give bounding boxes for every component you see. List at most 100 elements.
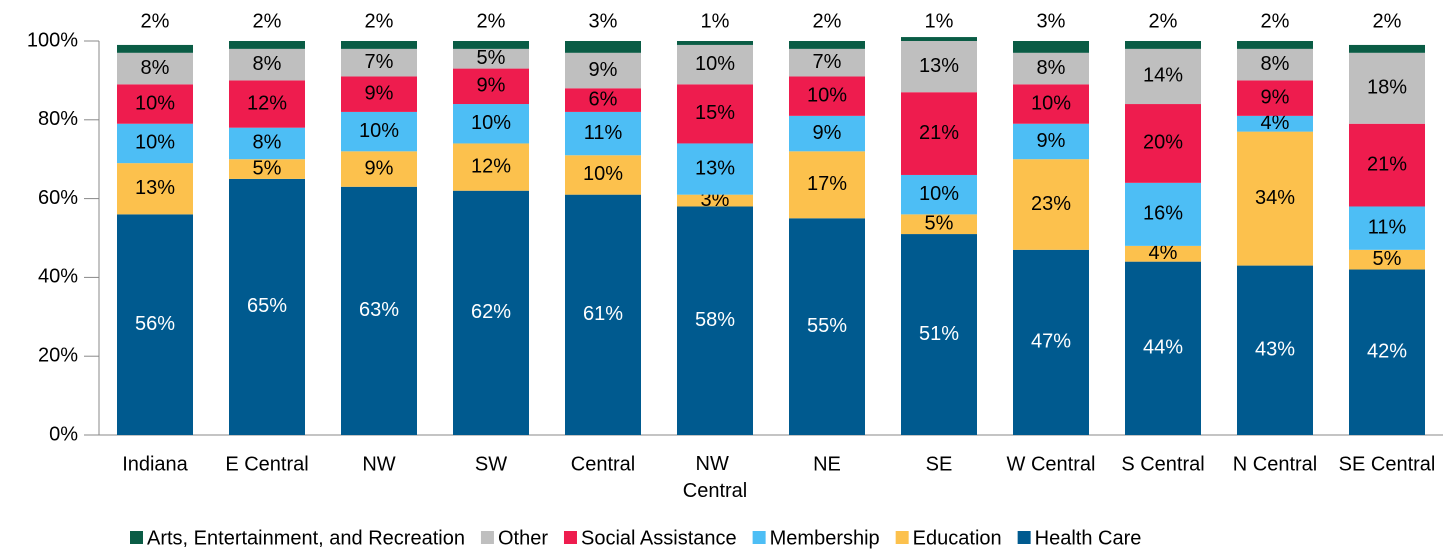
bar-segment: [901, 214, 977, 235]
bar-segment: [1013, 159, 1089, 250]
data-label: 17%: [807, 173, 847, 195]
bar-segment: [117, 52, 193, 85]
bar-segment: [117, 163, 193, 215]
data-label: 10%: [919, 183, 959, 205]
bar-segment: [453, 68, 529, 105]
legend-label: Membership: [770, 527, 880, 549]
x-tick-label: S Central: [1121, 453, 1204, 475]
bar-segment: [1237, 41, 1313, 49]
bar-segment: [1013, 123, 1089, 160]
data-label: 43%: [1255, 339, 1295, 361]
y-tick-label: 60%: [38, 187, 78, 209]
y-tick-label: 0%: [49, 423, 78, 445]
data-label: 55%: [807, 315, 847, 337]
bar-segment: [1237, 115, 1313, 132]
bar-segment: [1125, 245, 1201, 262]
legend-swatch: [895, 531, 909, 544]
data-label: 6%: [589, 88, 618, 110]
bar-segment: [1125, 182, 1201, 246]
bar-segment: [565, 111, 641, 156]
data-label: 2%: [1373, 10, 1402, 32]
bar-segment: [453, 104, 529, 144]
data-label: 8%: [141, 57, 170, 79]
bar-segment: [453, 48, 529, 69]
data-label: 51%: [919, 323, 959, 345]
data-label: 13%: [919, 55, 959, 77]
data-label: 5%: [1373, 248, 1402, 270]
data-label: 10%: [135, 92, 175, 114]
data-label: 7%: [365, 51, 394, 73]
data-label: 16%: [1143, 203, 1183, 225]
data-label: 63%: [359, 299, 399, 321]
x-tick-label: NW: [362, 453, 395, 475]
x-tick-label: Central: [571, 453, 635, 475]
bar-segment: [229, 41, 305, 49]
bar-segment: [901, 174, 977, 215]
legend-label: Arts, Entertainment, and Recreation: [147, 527, 465, 549]
bar-segment: [341, 186, 417, 435]
bar-segment: [677, 41, 753, 45]
data-label: 3%: [589, 10, 618, 32]
bar-segment: [1237, 48, 1313, 81]
data-label: 21%: [919, 122, 959, 144]
data-label: 7%: [813, 51, 842, 73]
data-label: 20%: [1143, 132, 1183, 154]
legend-label: Health Care: [1035, 527, 1142, 549]
bar-segment: [117, 84, 193, 124]
bar-segment: [1125, 261, 1201, 435]
data-label: 14%: [1143, 65, 1183, 87]
bar-segment: [565, 88, 641, 112]
data-label: 12%: [247, 92, 287, 114]
bar-segment: [901, 37, 977, 41]
bar-segment: [1237, 131, 1313, 266]
legend-label: Other: [498, 527, 548, 549]
x-tick-label: N Central: [1233, 453, 1317, 475]
legend-swatch: [130, 531, 143, 544]
bar-segment: [901, 234, 977, 435]
data-label: 4%: [1261, 112, 1290, 134]
data-label: 18%: [1367, 77, 1407, 99]
data-label: 34%: [1255, 187, 1295, 209]
y-tick-label: 40%: [38, 266, 78, 288]
y-tick-label: 100%: [27, 29, 78, 51]
bar-segment: [229, 159, 305, 179]
bar-segment: [565, 194, 641, 435]
bar-segment: [229, 178, 305, 435]
bar-segment: [1013, 249, 1089, 435]
bar-segment: [901, 92, 977, 175]
bar-segment: [1125, 41, 1201, 49]
data-label: 10%: [359, 120, 399, 142]
bar-segment: [229, 80, 305, 128]
data-label: 47%: [1031, 331, 1071, 353]
data-label: 8%: [253, 132, 282, 154]
x-tick-label: E Central: [225, 453, 308, 475]
data-label: 5%: [253, 157, 282, 179]
bar-segment: [453, 41, 529, 49]
bar-segment: [789, 218, 865, 435]
bar-segment: [789, 48, 865, 77]
data-label: 3%: [1037, 10, 1066, 32]
bar-segment: [1013, 52, 1089, 85]
bar-segment: [789, 151, 865, 219]
data-label: 44%: [1143, 337, 1183, 359]
data-label: 9%: [477, 75, 506, 97]
bar-segment: [677, 206, 753, 435]
data-label: 62%: [471, 301, 511, 323]
bar-segment: [341, 41, 417, 49]
bar-segment: [1013, 41, 1089, 53]
data-label: 10%: [471, 112, 511, 134]
bar-segment: [341, 151, 417, 187]
data-label: 2%: [1261, 10, 1290, 32]
data-label: 21%: [1367, 153, 1407, 175]
data-label: 2%: [1149, 10, 1178, 32]
bar-segment: [453, 190, 529, 435]
data-label: 5%: [477, 47, 506, 69]
bar-segment: [1349, 206, 1425, 250]
data-label: 9%: [1261, 86, 1290, 108]
bar-segment: [229, 127, 305, 160]
legend-swatch: [1017, 531, 1031, 544]
data-label: 9%: [589, 59, 618, 81]
data-label: 2%: [253, 10, 282, 32]
